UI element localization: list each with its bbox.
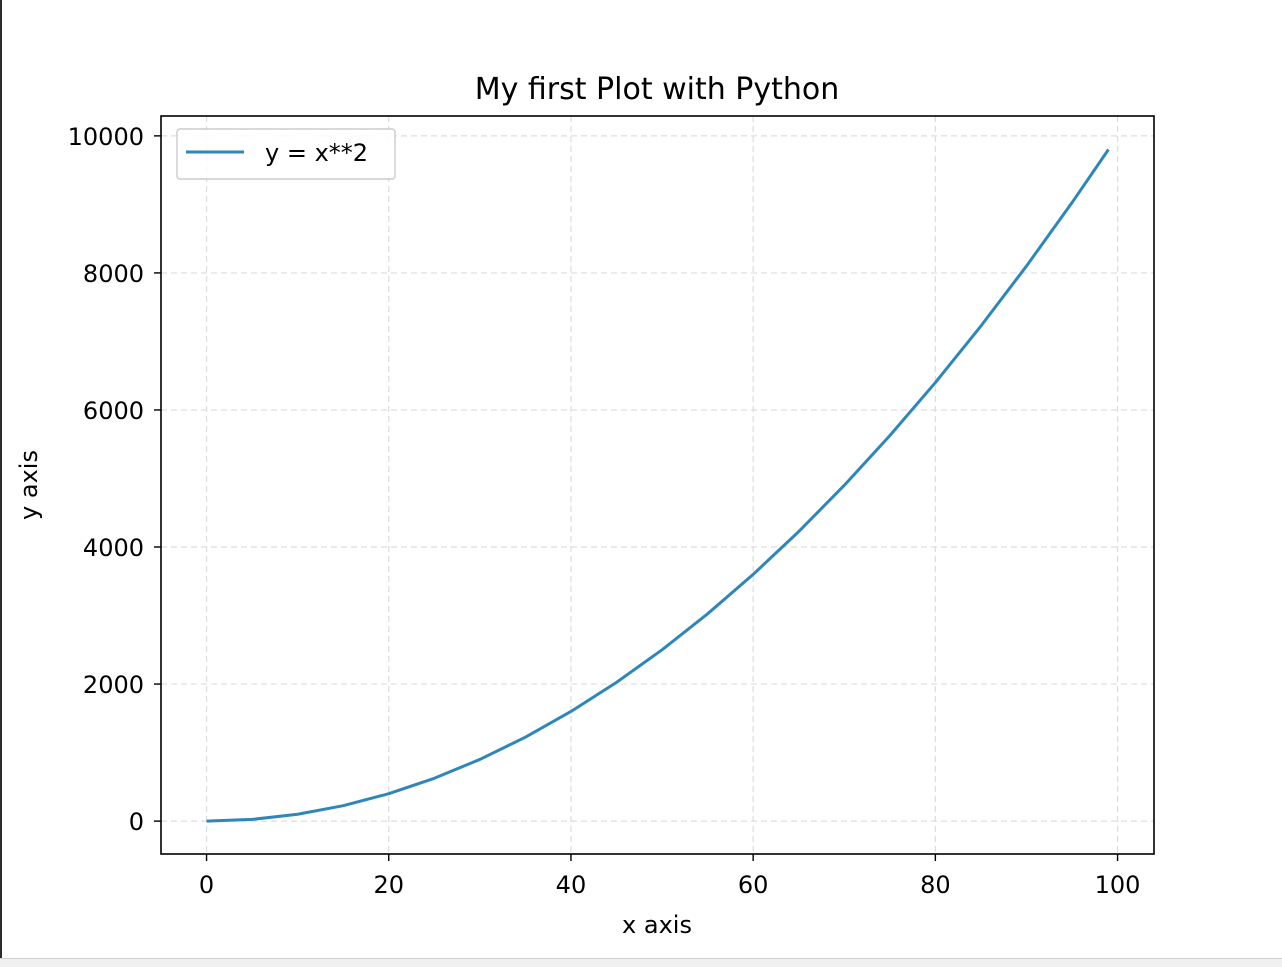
x-tick-label: 0 [199, 871, 214, 899]
window-left-edge [0, 0, 2, 966]
series-layer [206, 148, 1110, 823]
x-axis-label: x axis [622, 911, 692, 939]
x-tick-label: 60 [738, 871, 769, 899]
plot-area-frame [160, 115, 1155, 855]
taskbar-strip [0, 958, 1282, 967]
y-tick-label: 10000 [68, 123, 144, 151]
x-tick-label: 20 [373, 871, 404, 899]
legend: y = x**2 [176, 128, 396, 180]
grid-layer [161, 116, 1154, 854]
legend-label: y = x**2 [265, 139, 368, 167]
x-tick-label: 40 [556, 871, 587, 899]
y-tick-label: 4000 [83, 534, 144, 562]
y-tick-label: 2000 [83, 671, 144, 699]
y-tick-label: 6000 [83, 397, 144, 425]
chart-title: My first Plot with Python [475, 72, 840, 107]
y-axis-label: y axis [15, 450, 43, 520]
series-line [206, 148, 1110, 823]
y-tick-label: 0 [129, 808, 144, 836]
x-tick-label: 80 [920, 871, 951, 899]
y-tick-label: 8000 [83, 260, 144, 288]
legend-box [176, 128, 396, 180]
x-tick-label: 100 [1095, 871, 1141, 899]
tick-layer: 0 20 40 60 80 100 0 2000 4000 6000 8000 10000 [68, 123, 1141, 899]
